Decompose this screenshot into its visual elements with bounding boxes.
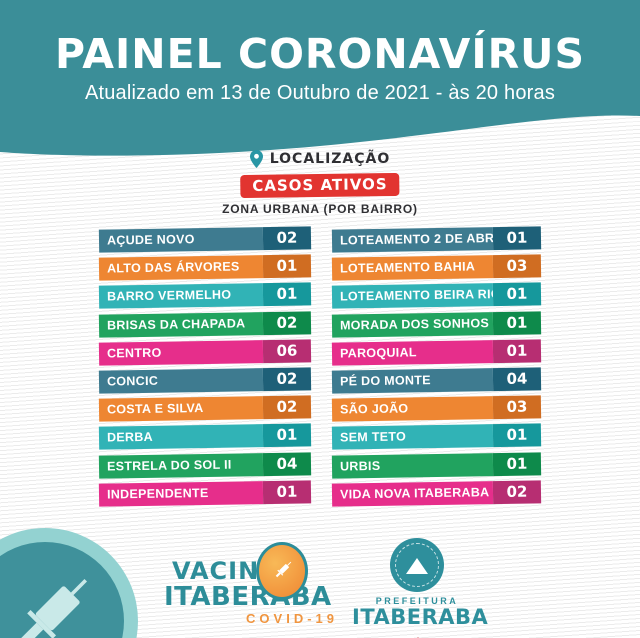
case-count: 01	[262, 423, 312, 448]
case-count: 01	[262, 282, 312, 307]
update-timestamp: Atualizado em 13 de Outubro de 2021 - às…	[84, 82, 556, 104]
city-seal-icon	[390, 538, 444, 592]
case-bar: URBIS	[331, 452, 494, 479]
case-count: 01	[262, 480, 312, 504]
case-count: 04	[492, 367, 542, 392]
location-pin-icon	[249, 150, 263, 168]
page-title: PAINEL CORONAVÍRUS	[55, 30, 585, 78]
case-row: ESTRELA DO SOL II 04	[98, 451, 312, 479]
case-bar: ESTRELA DO SOL II	[98, 452, 264, 479]
case-bar: SEM TETO	[331, 424, 494, 450]
case-count: 01	[262, 254, 312, 279]
cases-column-right: LOTEAMENTO 2 DE ABRIL 01 LOTEAMENTO BAHI…	[331, 226, 542, 510]
case-bar: AÇUDE NOVO	[98, 227, 264, 253]
case-row: CONCIC 02	[98, 367, 312, 394]
case-count: 02	[492, 480, 542, 504]
active-cases-badge: CASOS ATIVOS	[240, 172, 400, 199]
prefeitura-itaberaba-logo: PREFEITURA ITABERABA TERRA DO DESENVOLVI…	[352, 538, 488, 638]
case-bar: LOTEAMENTO BEIRA RIO	[331, 283, 494, 310]
case-count: 02	[262, 367, 312, 392]
syringe-icon	[0, 542, 124, 638]
prefeitura-label: PREFEITURA	[375, 596, 459, 606]
case-count: 01	[492, 339, 542, 363]
case-row: ALTO DAS ÁRVORES 01	[98, 254, 312, 281]
case-row: MORADA DOS SONHOS 01	[331, 310, 542, 338]
syringe-circle-badge	[0, 528, 138, 638]
case-row: PÉ DO MONTE 04	[331, 367, 542, 394]
header-banner	[0, 0, 640, 163]
case-row: PAROQUIAL 01	[331, 339, 542, 366]
case-bar: BRISAS DA CHAPADA	[98, 311, 264, 338]
case-bar: COSTA E SILVA	[98, 396, 264, 422]
case-row: INDEPENDENTE 01	[98, 480, 312, 507]
zone-subtitle: ZONA URBANA (POR BAIRRO)	[222, 202, 418, 216]
case-bar: VIDA NOVA ITABERABA	[331, 480, 494, 507]
case-bar: CONCIC	[98, 368, 264, 394]
case-bar: INDEPENDENTE	[98, 480, 264, 507]
case-bar: DERBA	[98, 424, 264, 450]
case-bar: SÃO JOÃO	[331, 396, 494, 422]
case-bar: PÉ DO MONTE	[331, 368, 494, 394]
case-row: LOTEAMENTO BEIRA RIO 01	[331, 282, 542, 310]
location-label: LOCALIZAÇÃO	[269, 151, 391, 167]
case-bar: LOTEAMENTO BAHIA	[331, 255, 494, 281]
case-row: AÇUDE NOVO 02	[98, 226, 312, 253]
location-header: LOCALIZAÇÃO	[0, 150, 640, 168]
case-count: 01	[492, 226, 542, 251]
cases-column-left: AÇUDE NOVO 02 ALTO DAS ÁRVORES 01 BARRO …	[98, 226, 312, 510]
itaberaba-label: ITABERABA	[164, 582, 332, 612]
vaccine-circle-icon	[256, 542, 308, 600]
case-bar: BARRO VERMELHO	[98, 283, 264, 310]
case-bar: MORADA DOS SONHOS	[331, 311, 494, 338]
case-row: VIDA NOVA ITABERABA 02	[331, 480, 542, 507]
case-bar: CENTRO	[98, 339, 264, 366]
case-count: 01	[492, 423, 542, 448]
case-row: BARRO VERMELHO 01	[98, 282, 312, 310]
case-row: LOTEAMENTO 2 DE ABRIL 01	[331, 226, 542, 253]
prefeitura-city-name: ITABERABA	[352, 606, 488, 638]
case-row: DERBA 01	[98, 423, 312, 450]
case-count: 03	[492, 395, 542, 420]
case-count: 06	[262, 339, 312, 363]
case-row: CENTRO 06	[98, 339, 312, 366]
case-count: 02	[262, 310, 312, 335]
case-bar: ALTO DAS ÁRVORES	[98, 255, 264, 281]
case-row: BRISAS DA CHAPADA 02	[98, 310, 312, 338]
case-count: 01	[492, 310, 542, 335]
covid19-label: COVID-19	[246, 611, 338, 626]
case-count: 02	[262, 395, 312, 420]
case-row: COSTA E SILVA 02	[98, 395, 312, 422]
vacina-itaberaba-logo: VACINA ITABERABA COVID-19	[164, 542, 340, 627]
case-row: SEM TETO 01	[331, 423, 542, 450]
vacina-label: VACINA	[172, 557, 279, 585]
case-count: 01	[492, 451, 542, 476]
case-count: 01	[492, 282, 542, 307]
case-bar: LOTEAMENTO 2 DE ABRIL	[331, 227, 494, 253]
case-count: 02	[262, 226, 312, 251]
case-row: LOTEAMENTO BAHIA 03	[331, 254, 542, 281]
case-row: URBIS 01	[331, 451, 542, 479]
case-count: 03	[492, 254, 542, 279]
case-bar: PAROQUIAL	[331, 339, 494, 366]
case-count: 04	[262, 451, 312, 476]
case-row: SÃO JOÃO 03	[331, 395, 542, 422]
